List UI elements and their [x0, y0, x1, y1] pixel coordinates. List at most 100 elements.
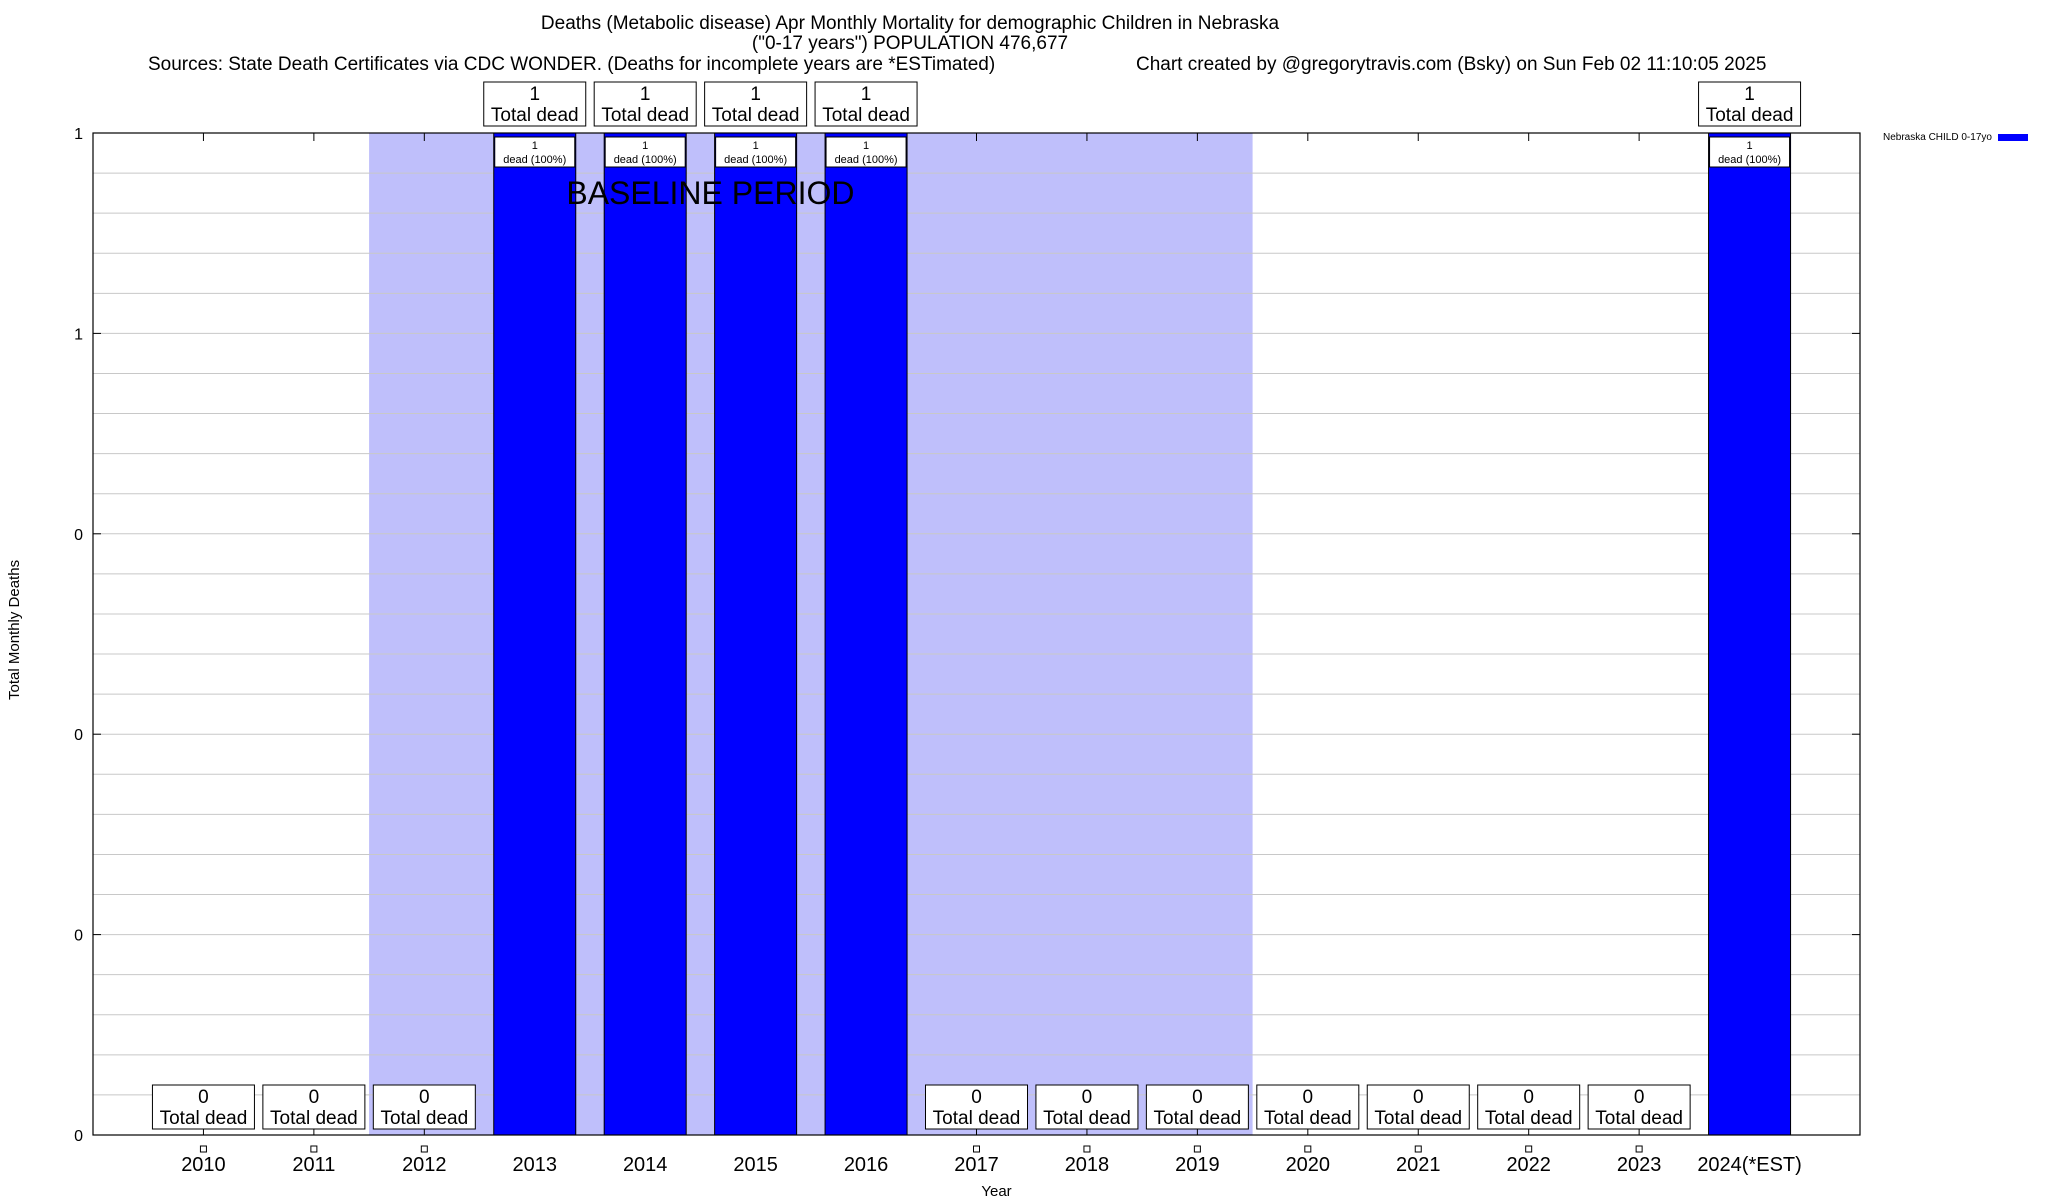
x-axis-label: Year	[981, 1183, 1011, 1200]
bar-inner-label-box	[825, 136, 907, 168]
bar-inner-label-box	[604, 136, 686, 168]
total-label-text: Total dead	[1374, 1108, 1462, 1129]
total-label-text: Total dead	[491, 105, 579, 126]
total-label-value: 0	[309, 1087, 320, 1108]
total-label-text: Total dead	[1043, 1108, 1131, 1129]
bar-inner-pct: dead (100%)	[835, 154, 898, 166]
x-tick-label: 2017	[954, 1154, 999, 1176]
total-label-box	[1698, 81, 1802, 127]
zero-point-marker	[1414, 1145, 1422, 1153]
y-tick-label: 1	[74, 326, 83, 343]
total-label-text: Total dead	[380, 1108, 468, 1129]
x-tick-label: 2011	[292, 1154, 335, 1176]
total-label-box	[151, 1084, 255, 1130]
zero-point-marker	[973, 1145, 980, 1153]
zero-point-marker	[1193, 1145, 1201, 1153]
zero-point-marker	[1635, 1145, 1643, 1153]
sources-note: Sources: State Death Certificates via CD…	[148, 54, 996, 75]
bar-inner-value: 1	[532, 140, 538, 152]
bar-inner-label-box	[1709, 136, 1791, 168]
bar	[493, 132, 577, 1136]
total-label-text: Total dead	[822, 105, 910, 126]
total-label-box	[1256, 1084, 1360, 1130]
total-label-value: 0	[419, 1087, 430, 1108]
total-label-text: Total dead	[601, 105, 689, 126]
x-tick-label: 2023	[1617, 1154, 1662, 1176]
x-tick-label: 2014	[623, 1154, 668, 1176]
bar-inner-pct: dead (100%)	[614, 154, 677, 166]
bar	[603, 132, 687, 1136]
zero-point-marker	[420, 1145, 428, 1153]
total-label-text: Total dead	[1485, 1108, 1573, 1129]
total-label-value: 0	[1082, 1087, 1093, 1108]
zero-point-marker	[1304, 1145, 1312, 1153]
bar-inner-pct: dead (100%)	[503, 154, 566, 166]
total-label-box	[262, 1084, 366, 1130]
total-label-value: 0	[971, 1087, 982, 1108]
x-tick-label: 2012	[402, 1154, 447, 1176]
x-tick-label: 2020	[1286, 1154, 1331, 1176]
bar-inner-label-box	[494, 136, 576, 168]
plot-frame	[92, 132, 1861, 1136]
total-label-value: 0	[1192, 1087, 1203, 1108]
bar-inner-pct: dead (100%)	[1718, 154, 1781, 166]
x-tick-label: 2021	[1396, 1154, 1441, 1176]
total-label-box	[593, 81, 697, 127]
total-label-text: Total dead	[712, 105, 800, 126]
zero-point-marker	[310, 1145, 318, 1153]
total-label-value: 0	[1413, 1087, 1424, 1108]
credit-note: Chart created by @gregorytravis.com (Bsk…	[1136, 54, 1767, 75]
total-label-box	[1145, 1084, 1249, 1130]
bar-inner-value: 1	[863, 140, 869, 152]
total-label-box	[1477, 1084, 1581, 1130]
x-tick-label: 2024(*EST)	[1697, 1154, 1802, 1176]
legend-label: Nebraska CHILD 0-17yo	[1883, 132, 1992, 143]
bar	[824, 132, 908, 1136]
total-label-text: Total dead	[1706, 105, 1794, 126]
baseline-period-label: BASELINE PERIOD	[566, 175, 854, 211]
y-tick-label: 0	[74, 727, 83, 744]
total-label-value: 1	[861, 84, 872, 105]
y-tick-label: 0	[74, 527, 83, 544]
bar-inner-value: 1	[1747, 140, 1753, 152]
total-label-text: Total dead	[1154, 1108, 1242, 1129]
total-label-text: Total dead	[1264, 1108, 1352, 1129]
x-tick-label: 2013	[513, 1154, 558, 1176]
bar	[1708, 132, 1792, 1136]
bar-inner-label-box	[715, 136, 797, 168]
total-label-value: 1	[750, 84, 761, 105]
legend: Nebraska CHILD 0-17yo	[1883, 132, 2028, 143]
total-label-text: Total dead	[933, 1108, 1021, 1129]
total-label-box	[814, 81, 918, 127]
total-label-box	[483, 81, 587, 127]
zero-point-marker	[1083, 1145, 1091, 1153]
y-axis-label: Total Monthly Deaths	[6, 559, 23, 700]
total-label-value: 1	[1744, 84, 1755, 105]
chart-title: Deaths (Metabolic disease) Apr Monthly M…	[540, 13, 1280, 34]
bar-inner-pct: dead (100%)	[724, 154, 787, 166]
chart-subtitle: ("0-17 years") POPULATION 476,677	[751, 33, 1069, 54]
total-label-box	[1587, 1084, 1691, 1130]
zero-point-marker	[1525, 1145, 1533, 1153]
total-label-value: 0	[1303, 1087, 1314, 1108]
total-label-box	[704, 81, 808, 127]
total-label-box	[925, 1084, 1028, 1130]
x-tick-label: 2016	[844, 1154, 889, 1176]
total-label-value: 1	[640, 84, 651, 105]
total-label-box	[1366, 1084, 1470, 1130]
bar-inner-value: 1	[642, 140, 648, 152]
total-label-text: Total dead	[270, 1108, 358, 1129]
total-label-box	[372, 1084, 476, 1130]
x-tick-label: 2010	[181, 1154, 226, 1176]
x-tick-label: 2022	[1506, 1154, 1551, 1176]
total-label-text: Total dead	[1595, 1108, 1683, 1129]
bar-inner-value: 1	[753, 140, 759, 152]
total-label-value: 1	[529, 84, 540, 105]
y-tick-label: 0	[74, 1128, 83, 1145]
bar	[714, 132, 798, 1136]
total-label-text: Total dead	[160, 1108, 248, 1129]
y-tick-label: 1	[74, 126, 83, 143]
x-tick-label: 2015	[733, 1154, 778, 1176]
total-label-box	[1035, 1084, 1139, 1130]
